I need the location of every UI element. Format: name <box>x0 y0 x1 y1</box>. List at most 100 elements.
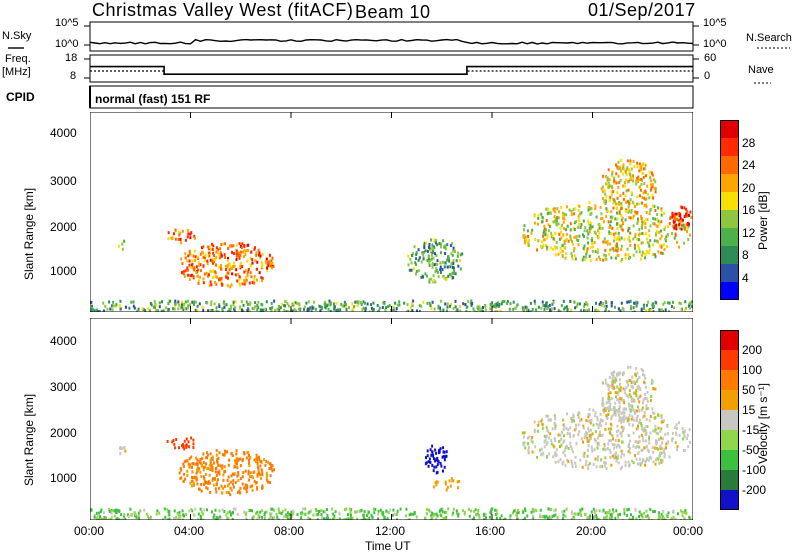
data-cell <box>526 310 529 312</box>
data-cell <box>422 300 425 304</box>
data-cell <box>644 392 647 396</box>
data-cell <box>222 487 225 491</box>
data-cell <box>354 510 357 514</box>
cpid-label: CPID <box>6 90 35 104</box>
data-cell <box>642 439 645 443</box>
data-cell <box>572 413 575 417</box>
data-cell <box>97 310 100 312</box>
data-cell <box>118 518 121 520</box>
data-cell <box>212 244 215 248</box>
data-cell <box>543 434 546 438</box>
data-cell <box>624 194 627 198</box>
data-cell <box>256 472 259 476</box>
data-cell <box>415 263 417 267</box>
data-cell <box>431 243 434 247</box>
data-cell <box>572 434 575 438</box>
data-cell <box>437 451 440 455</box>
data-cell <box>575 238 578 242</box>
data-cell <box>512 307 515 311</box>
data-cell <box>612 206 615 210</box>
data-cell <box>551 427 554 431</box>
data-cell <box>415 515 418 519</box>
data-cell <box>204 465 207 469</box>
data-cell <box>264 260 267 264</box>
data-cell <box>395 307 398 311</box>
data-cell <box>352 307 355 311</box>
data-cell <box>364 308 367 312</box>
data-cell <box>229 310 232 312</box>
data-cell <box>347 513 349 517</box>
data-cell <box>261 484 264 488</box>
data-cell <box>237 272 240 276</box>
data-cell <box>616 244 619 248</box>
data-cell <box>259 256 262 260</box>
data-cell <box>206 262 209 266</box>
data-cell <box>639 194 641 198</box>
data-cell <box>424 462 427 466</box>
data-cell <box>644 385 647 389</box>
data-cell <box>611 371 614 375</box>
data-cell <box>167 237 170 241</box>
data-cell <box>553 207 556 211</box>
data-cell <box>678 226 681 230</box>
data-cell <box>448 257 451 261</box>
data-cell <box>645 397 648 400</box>
data-cell <box>211 242 214 246</box>
data-cell <box>195 468 198 472</box>
data-cell <box>343 300 346 304</box>
data-cell <box>610 210 613 214</box>
data-cell <box>636 301 639 305</box>
data-cell <box>650 171 653 175</box>
data-cell <box>432 274 435 278</box>
data-cell <box>154 302 157 306</box>
data-cell <box>237 471 240 474</box>
data-cell <box>583 309 586 312</box>
data-cell <box>664 308 667 312</box>
data-cell <box>537 216 540 220</box>
data-cell <box>252 476 254 480</box>
data-cell <box>192 438 195 442</box>
data-cell <box>629 408 632 412</box>
data-cell <box>180 302 183 306</box>
data-cell <box>224 264 227 268</box>
data-cell <box>490 510 493 513</box>
data-cell <box>412 299 415 303</box>
data-cell <box>658 455 661 458</box>
data-cell <box>652 304 655 308</box>
data-cell <box>241 265 244 268</box>
data-cell <box>243 255 246 259</box>
data-cell <box>645 174 647 178</box>
data-cell <box>620 218 623 222</box>
data-cell <box>137 516 140 520</box>
data-cell <box>578 302 581 306</box>
data-cell <box>429 461 432 464</box>
data-cell <box>188 445 191 449</box>
data-cell <box>104 304 107 308</box>
data-cell <box>113 509 116 513</box>
data-cell <box>632 237 635 241</box>
data-cell <box>185 513 188 516</box>
data-cell <box>635 517 638 520</box>
data-cell <box>660 209 663 213</box>
data-cell <box>436 480 439 484</box>
data-cell <box>326 508 329 511</box>
data-cell <box>173 307 176 311</box>
data-cell <box>626 300 629 304</box>
data-cell <box>512 300 515 304</box>
data-cell <box>254 246 256 250</box>
data-cell <box>539 513 542 517</box>
data-cell <box>447 254 450 258</box>
data-cell <box>188 278 191 281</box>
data-cell <box>489 515 491 519</box>
data-cell <box>610 463 613 467</box>
data-cell <box>588 437 591 441</box>
data-cell <box>533 428 536 432</box>
data-cell <box>617 186 620 189</box>
data-cell <box>636 462 639 466</box>
data-cell <box>634 454 636 458</box>
data-cell <box>645 308 647 312</box>
data-cell <box>631 380 634 384</box>
data-cell <box>618 416 621 420</box>
data-cell <box>667 440 669 444</box>
data-cell <box>473 509 476 513</box>
